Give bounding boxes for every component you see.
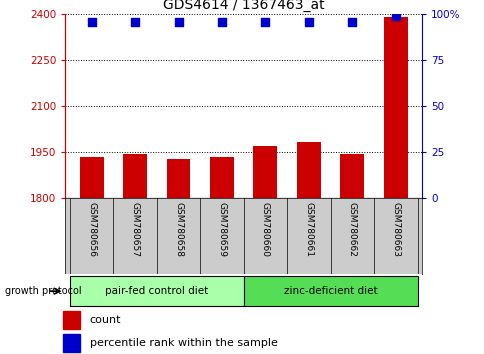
Bar <box>243 276 417 306</box>
Title: GDS4614 / 1367463_at: GDS4614 / 1367463_at <box>163 0 324 12</box>
Bar <box>63 334 80 352</box>
Text: GSM780659: GSM780659 <box>217 202 226 257</box>
Bar <box>70 276 243 306</box>
Text: GSM780661: GSM780661 <box>304 202 313 257</box>
Bar <box>79 157 103 198</box>
Text: GSM780662: GSM780662 <box>347 202 356 257</box>
Bar <box>210 157 233 198</box>
Point <box>131 19 138 24</box>
Point <box>174 19 182 24</box>
Text: count: count <box>90 315 121 325</box>
Text: zinc-deficient diet: zinc-deficient diet <box>283 286 377 296</box>
Text: GSM780657: GSM780657 <box>130 202 139 257</box>
Point <box>261 19 269 24</box>
Text: percentile rank within the sample: percentile rank within the sample <box>90 338 277 348</box>
Bar <box>166 159 190 198</box>
Text: pair-fed control diet: pair-fed control diet <box>105 286 208 296</box>
Bar <box>340 154 363 198</box>
Text: growth protocol: growth protocol <box>5 286 81 296</box>
Bar <box>123 154 147 198</box>
Point <box>88 19 95 24</box>
Bar <box>383 17 407 198</box>
Text: GSM780660: GSM780660 <box>260 202 270 257</box>
Point <box>348 19 356 24</box>
Text: GSM780658: GSM780658 <box>174 202 182 257</box>
Text: GSM780656: GSM780656 <box>87 202 96 257</box>
Point <box>218 19 226 24</box>
Bar <box>296 142 320 198</box>
Point <box>304 19 312 24</box>
Point <box>391 13 399 19</box>
Bar <box>253 146 277 198</box>
Bar <box>63 311 80 329</box>
Text: GSM780663: GSM780663 <box>391 202 399 257</box>
